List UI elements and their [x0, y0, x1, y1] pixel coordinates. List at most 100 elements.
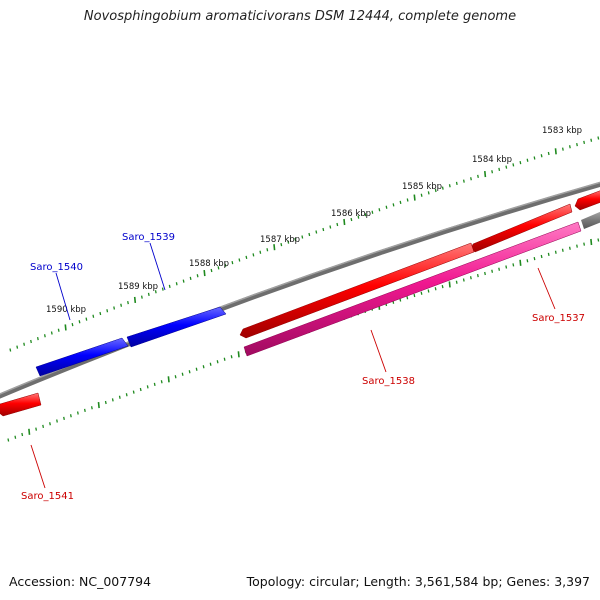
minor-tick: [280, 242, 283, 247]
gene-arrow-right-edge[interactable]: [574, 190, 600, 211]
minor-tick: [76, 411, 79, 415]
minor-tick: [252, 253, 255, 257]
minor-tick: [71, 322, 74, 327]
minor-tick: [49, 422, 51, 426]
genome-backbone: [0, 181, 600, 399]
gene-label-saro-1540[interactable]: Saro_1540: [30, 262, 83, 273]
minor-tick: [597, 238, 600, 242]
major-tick: [273, 244, 276, 251]
upper-scale-ticks: [9, 136, 600, 352]
scale-label-1586: 1586 kbp: [331, 209, 371, 219]
minor-tick: [378, 208, 381, 212]
leader-saro-1539: [149, 242, 166, 291]
gene-label-saro-1541[interactable]: Saro_1541: [21, 491, 74, 502]
minor-tick: [174, 375, 177, 379]
minor-tick: [526, 259, 529, 263]
minor-tick: [140, 295, 143, 299]
gene-label-saro-1539[interactable]: Saro_1539: [122, 232, 175, 243]
minor-tick: [56, 419, 58, 423]
minor-tick: [63, 416, 65, 421]
minor-tick: [42, 424, 45, 429]
minor-tick: [21, 432, 24, 437]
minor-tick: [540, 154, 543, 158]
minor-tick: [484, 271, 486, 276]
minor-tick: [441, 186, 444, 190]
minor-tick: [78, 320, 81, 324]
minor-tick: [85, 317, 88, 321]
gene-arrow-saro-1539[interactable]: [126, 306, 227, 348]
minor-tick: [561, 248, 564, 252]
minor-tick: [364, 212, 367, 217]
minor-tick: [125, 393, 128, 397]
minor-tick: [427, 191, 430, 195]
minor-tick: [498, 167, 501, 172]
minor-tick: [315, 230, 318, 234]
minor-tick: [413, 293, 416, 298]
minor-tick: [371, 210, 374, 214]
minor-tick: [147, 292, 150, 297]
minor-tick: [533, 156, 536, 160]
scale-label-1584: 1584 kbp: [472, 155, 512, 165]
minor-tick: [154, 290, 157, 294]
scale-label-1588: 1588 kbp: [189, 259, 229, 269]
major-tick: [64, 324, 67, 331]
minor-tick: [519, 160, 522, 165]
minor-tick: [36, 336, 39, 341]
minor-tick: [294, 237, 297, 242]
minor-tick: [132, 390, 135, 394]
minor-tick: [350, 217, 353, 222]
gene-arrow-saro-1541[interactable]: [0, 392, 42, 417]
major-tick: [167, 376, 170, 383]
minor-tick: [168, 284, 171, 289]
minor-tick: [406, 198, 409, 202]
minor-tick: [561, 147, 564, 151]
leader-saro-1538: [370, 329, 387, 373]
minor-tick: [216, 360, 219, 364]
minor-tick: [476, 273, 479, 278]
minor-tick: [568, 145, 571, 149]
major-tick: [590, 238, 593, 246]
minor-tick: [153, 382, 156, 387]
minor-tick: [505, 265, 508, 269]
major-tick: [343, 218, 346, 226]
minor-tick: [111, 398, 114, 402]
scale-label-1589: 1589 kbp: [118, 282, 158, 292]
minor-tick: [14, 435, 17, 439]
minor-tick: [322, 227, 325, 232]
minor-tick: [202, 365, 205, 369]
minor-tick: [533, 256, 536, 261]
minor-tick: [287, 240, 290, 244]
minor-tick: [512, 263, 515, 267]
minor-tick: [113, 306, 116, 310]
minor-tick: [7, 438, 10, 442]
minor-tick: [385, 205, 388, 209]
minor-tick: [462, 278, 465, 282]
gene-feature-saro-1538[interactable]: [243, 221, 582, 357]
minor-tick: [462, 179, 465, 183]
grey-feature-right-edge: [581, 211, 600, 229]
major-tick: [413, 194, 416, 201]
minor-tick: [181, 372, 184, 376]
minor-tick: [526, 158, 529, 162]
minor-tick: [230, 355, 233, 359]
minor-tick: [301, 235, 304, 239]
minor-tick: [491, 170, 494, 174]
major-tick: [203, 270, 206, 277]
gene-arrow-saro-1540[interactable]: [35, 337, 129, 377]
minor-tick: [9, 348, 12, 352]
gene-arrow-saro-1538-strand[interactable]: [239, 242, 475, 339]
gene-label-saro-1538[interactable]: Saro_1538: [362, 376, 415, 387]
minor-tick: [455, 280, 458, 284]
minor-tick: [139, 387, 142, 392]
minor-tick: [69, 414, 72, 418]
scale-label-1590: 1590 kbp: [46, 305, 86, 315]
major-tick: [28, 428, 31, 435]
minor-tick: [547, 252, 550, 257]
gene-label-saro-1537[interactable]: Saro_1537: [532, 313, 585, 324]
minor-tick: [590, 138, 593, 142]
leader-saro-1537: [537, 267, 556, 310]
major-tick: [133, 296, 137, 303]
minor-tick: [406, 296, 409, 300]
minor-tick: [92, 314, 95, 318]
